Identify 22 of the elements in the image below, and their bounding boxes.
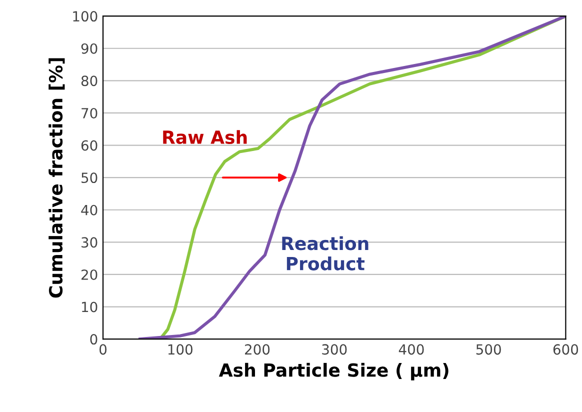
y-tick-label: 80 (81, 76, 98, 86)
y-tick-label: 10 (82, 302, 98, 312)
y-tick-label: 30 (82, 237, 98, 248)
y-tick-label: 0 (90, 334, 98, 345)
x-tick-label: 500 (476, 344, 501, 355)
y-tick-label: 20 (81, 269, 98, 280)
x-axis-title: Ash Particle Size ( μm) (218, 362, 448, 380)
x-tick-label: 200 (245, 344, 270, 355)
y-tick-label: 50 (82, 172, 98, 184)
x-tick-label: 400 (398, 344, 424, 355)
y-tick-label: 40 (81, 204, 98, 216)
y-tick-label: 100 (73, 11, 98, 22)
x-tick-label: 100 (168, 344, 192, 355)
annotation: Reaction Product (282, 236, 368, 270)
x-tick-label: 0 (100, 344, 107, 355)
annotation: Raw Ash (163, 130, 247, 144)
y-tick-label: 70 (82, 108, 98, 118)
y-tick-label: 90 (81, 43, 98, 54)
y-axis-title: Cumulative fraction [%] (48, 58, 65, 298)
x-tick-label: 300 (322, 344, 347, 355)
x-tick-label: 600 (553, 344, 578, 355)
y-tick-label: 60 (81, 140, 98, 151)
